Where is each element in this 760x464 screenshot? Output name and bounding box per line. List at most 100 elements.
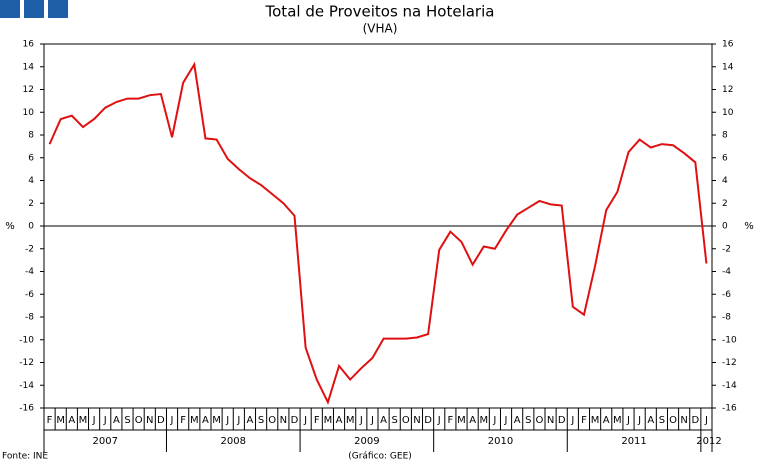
x-tick-label: A — [247, 415, 254, 426]
x-tick-label: J — [704, 415, 708, 426]
x-tick-label: O — [402, 415, 410, 426]
x-tick-label: S — [392, 415, 398, 426]
x-tick-label: J — [359, 415, 363, 426]
x-tick-label: A — [647, 415, 654, 426]
x-tick-label: M — [457, 415, 466, 426]
x-tick-label: S — [124, 415, 130, 426]
x-tick-label: A — [514, 415, 521, 426]
x-tick-label: A — [202, 415, 209, 426]
x-tick-label: S — [258, 415, 264, 426]
x-tick-label: M — [613, 415, 622, 426]
y2-tick-label: 8 — [722, 131, 728, 141]
x-tick-label: M — [212, 415, 221, 426]
y2-tick-label: -2 — [722, 244, 731, 254]
x-tick-label: F — [314, 415, 320, 426]
chart-subtitle: (VHA) — [363, 22, 398, 36]
y2-tick-label: 6 — [722, 153, 728, 163]
y-tick-label: -2 — [25, 244, 34, 254]
y-tick-label: 10 — [23, 108, 35, 118]
y2-tick-label: 10 — [722, 108, 734, 118]
y2-tick-label: -12 — [722, 358, 737, 368]
y2-tick-label: -8 — [722, 313, 731, 323]
y2-tick-label: -16 — [722, 404, 737, 414]
source: Fonte: INE — [2, 452, 48, 462]
x-tick-label: F — [447, 415, 453, 426]
y-tick-label: -10 — [19, 335, 34, 345]
x-tick-label: O — [268, 415, 276, 426]
x-tick-label: A — [380, 415, 387, 426]
x-tick-label: D — [558, 415, 566, 426]
y-tick-label: -6 — [25, 290, 34, 300]
x-tick-label: J — [492, 415, 496, 426]
x-tick-label: N — [680, 415, 687, 426]
x-tick-label: J — [236, 415, 240, 426]
y-tick-label: -8 — [25, 313, 34, 323]
y2-axis-label: % — [744, 221, 754, 232]
x-tick-label: F — [47, 415, 53, 426]
x-tick-label: D — [157, 415, 165, 426]
y-tick-label: 12 — [23, 85, 34, 95]
x-tick-label: J — [570, 415, 574, 426]
x-tick-label: D — [691, 415, 699, 426]
x-tick-label: A — [603, 415, 610, 426]
chart-title: Total de Proveitos na Hotelaria — [265, 3, 495, 21]
x-tick-label: S — [659, 415, 665, 426]
y2-tick-label: 16 — [722, 40, 734, 50]
credit: (Gráfico: GEE) — [348, 452, 412, 462]
x-tick-label: M — [591, 415, 600, 426]
logo-square — [0, 0, 20, 18]
y-axis-label: % — [5, 221, 15, 232]
x-tick-label: A — [113, 415, 120, 426]
year-label: 2010 — [488, 436, 513, 447]
x-tick-label: F — [581, 415, 587, 426]
x-tick-label: J — [626, 415, 630, 426]
x-tick-label: N — [413, 415, 420, 426]
x-tick-label: J — [504, 415, 508, 426]
logo-square — [24, 0, 44, 18]
y-tick-label: 16 — [23, 40, 35, 50]
year-label: 2007 — [93, 436, 118, 447]
x-tick-label: J — [370, 415, 374, 426]
x-tick-label: N — [547, 415, 554, 426]
x-tick-label: J — [437, 415, 441, 426]
x-tick-label: D — [291, 415, 299, 426]
x-tick-label: M — [56, 415, 65, 426]
x-tick-label: J — [103, 415, 107, 426]
year-label: 2012 — [696, 436, 721, 447]
y2-tick-label: -14 — [722, 381, 737, 391]
y2-tick-label: 12 — [722, 85, 733, 95]
x-tick-label: N — [280, 415, 287, 426]
y2-tick-label: -4 — [722, 267, 731, 277]
y-tick-label: 4 — [28, 176, 34, 186]
y-tick-label: 2 — [28, 199, 34, 209]
y2-tick-label: -6 — [722, 290, 731, 300]
x-tick-label: A — [336, 415, 343, 426]
y2-tick-label: 0 — [722, 222, 728, 232]
y-tick-label: -16 — [19, 404, 34, 414]
x-tick-label: J — [170, 415, 174, 426]
x-tick-label: O — [669, 415, 677, 426]
x-tick-label: N — [146, 415, 153, 426]
y-tick-label: 8 — [28, 131, 34, 141]
x-tick-label: O — [135, 415, 143, 426]
y2-tick-label: 14 — [722, 62, 734, 72]
logo-square — [48, 0, 68, 18]
y-tick-label: -14 — [19, 381, 34, 391]
x-tick-label: O — [535, 415, 543, 426]
y-tick-label: 0 — [28, 222, 34, 232]
x-tick-label: M — [324, 415, 333, 426]
x-tick-label: A — [68, 415, 75, 426]
y2-tick-label: -10 — [722, 335, 737, 345]
x-tick-label: J — [303, 415, 307, 426]
x-tick-label: J — [92, 415, 96, 426]
x-tick-label: M — [79, 415, 88, 426]
x-tick-label: M — [346, 415, 355, 426]
y-tick-label: -4 — [25, 267, 34, 277]
data-line — [48, 61, 708, 406]
year-label: 2009 — [354, 436, 379, 447]
x-tick-label: D — [424, 415, 432, 426]
x-tick-label: J — [225, 415, 229, 426]
y2-tick-label: 2 — [722, 199, 728, 209]
y2-tick-label: 4 — [722, 176, 728, 186]
